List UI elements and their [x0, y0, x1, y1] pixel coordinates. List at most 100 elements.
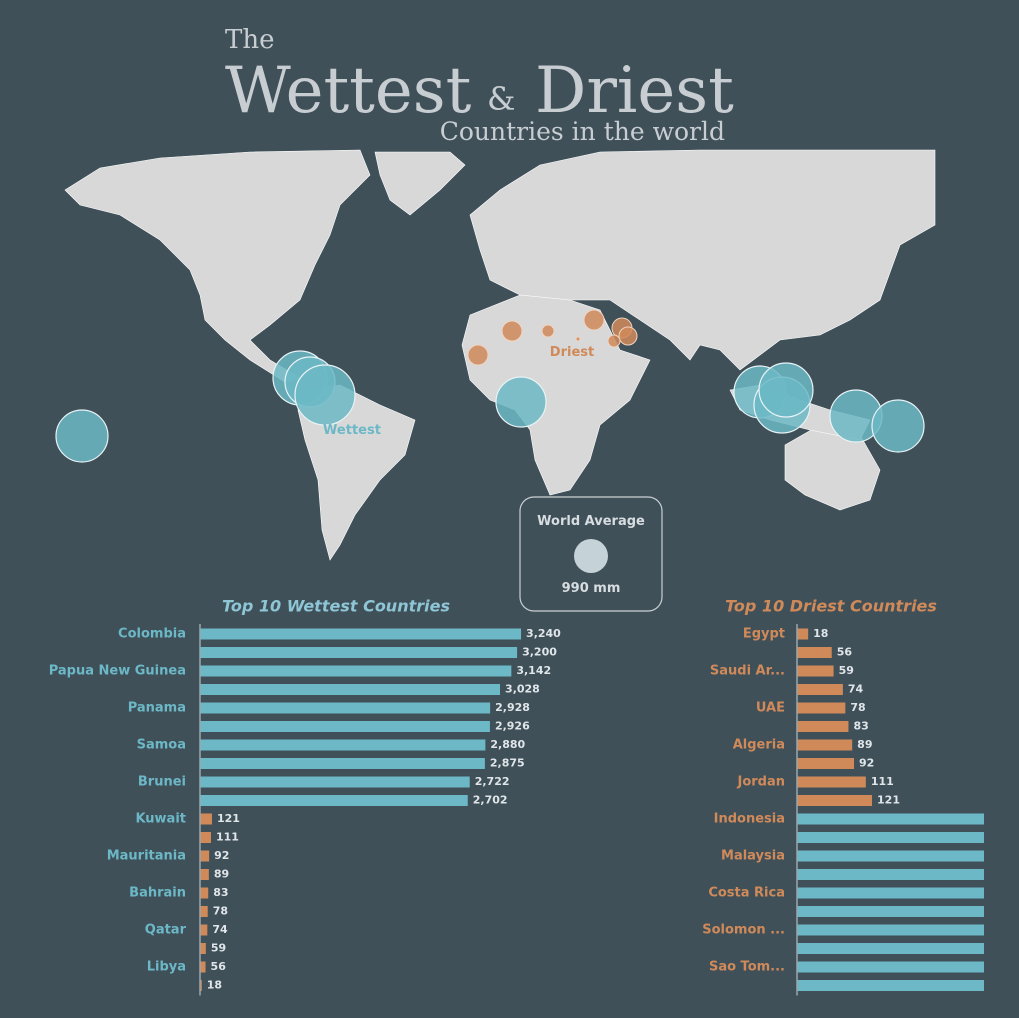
bar [797, 924, 984, 936]
bar [797, 961, 984, 973]
bar [797, 869, 984, 880]
category-label: Egypt [743, 627, 785, 642]
bar [200, 850, 210, 862]
bubble [575, 336, 581, 342]
bar [797, 795, 873, 806]
bar [200, 739, 486, 751]
value-label: 3,240 [526, 627, 561, 640]
category-label: Papua New Guinea [49, 664, 186, 679]
category-label: Qatar [145, 923, 187, 938]
bar [200, 776, 470, 788]
bar [200, 924, 208, 936]
category-label: Algeria [733, 738, 785, 753]
category-label: Mauritania [107, 849, 186, 864]
value-label: 89 [857, 738, 872, 751]
value-label: 89 [214, 868, 229, 881]
bar [797, 943, 984, 954]
category-label: Panama [128, 701, 186, 716]
bar [200, 832, 211, 843]
category-label: Saudi Ar... [710, 664, 785, 679]
bubble [871, 399, 925, 453]
bar [200, 758, 485, 769]
bar [200, 702, 491, 714]
value-label: 74 [212, 923, 228, 936]
value-label: 3,028 [505, 683, 540, 696]
value-label: 74 [848, 683, 864, 696]
bar [797, 721, 849, 732]
category-label: Malaysia [721, 849, 785, 864]
value-label: 2,928 [495, 701, 530, 714]
bar [797, 776, 866, 788]
bar [797, 702, 846, 714]
bar [200, 665, 512, 677]
legend-title: World Average [537, 514, 645, 529]
wettest-label: Wettest [323, 423, 381, 438]
value-label: 2,702 [473, 794, 508, 807]
value-label: 2,875 [490, 757, 525, 770]
value-label: 59 [211, 942, 226, 955]
bubble [501, 320, 523, 342]
value-label: 111 [216, 831, 239, 844]
value-label: 111 [871, 775, 894, 788]
bar [200, 647, 518, 658]
bubble [294, 364, 356, 426]
bubble [467, 344, 489, 366]
bar [200, 795, 468, 806]
chart-title: Top 10 Driest Countries [725, 597, 937, 616]
value-label: 78 [213, 905, 228, 918]
legend-box [519, 496, 663, 612]
bar [200, 721, 490, 732]
bar [797, 684, 843, 695]
category-label: Indonesia [714, 812, 785, 827]
bar [797, 647, 832, 658]
bar [200, 943, 206, 954]
chart-title: Top 10 Wettest Countries [222, 597, 450, 616]
value-label: 2,722 [475, 775, 510, 788]
value-label: 121 [217, 812, 240, 825]
value-label: 92 [214, 849, 229, 862]
bar [797, 832, 984, 843]
bubble [618, 326, 638, 346]
bar [797, 813, 984, 825]
category-label: Samoa [137, 738, 186, 753]
title-wettest: Wettest [225, 54, 472, 128]
bars [797, 628, 984, 991]
category-label: Bahrain [129, 886, 186, 901]
category-label: Jordan [736, 775, 785, 790]
category-label: Sao Tom... [709, 960, 785, 975]
bubble [583, 309, 605, 331]
title-driest: Driest [535, 54, 734, 128]
category-label: Kuwait [135, 812, 186, 827]
bubble [495, 376, 547, 428]
category-label: Solomon ... [702, 923, 785, 938]
bar [797, 665, 834, 677]
bar [200, 628, 522, 640]
category-label: Colombia [118, 627, 186, 642]
value-label: 3,142 [516, 664, 551, 677]
title-the: The [225, 25, 274, 55]
value-label: 2,926 [495, 720, 530, 733]
subtitle: Countries in the world [440, 117, 725, 146]
value-label: 59 [839, 664, 854, 677]
bars [200, 628, 522, 991]
category-label: Libya [147, 960, 186, 975]
value-label: 121 [877, 794, 900, 807]
value-label: 78 [850, 701, 865, 714]
value-label: 2,880 [490, 738, 525, 751]
bar [797, 850, 984, 862]
bar [797, 628, 809, 640]
value-label: 3,200 [522, 646, 557, 659]
bar [200, 961, 206, 973]
title-amp: & [487, 80, 515, 118]
value-label: 92 [859, 757, 874, 770]
bar [200, 980, 202, 991]
driest-label: Driest [550, 345, 594, 360]
bar [797, 739, 853, 751]
map-bubbles [55, 309, 925, 463]
legend-bubble [574, 539, 608, 573]
value-label: 56 [211, 960, 227, 973]
bubble [55, 409, 109, 463]
category-label: Costa Rica [708, 886, 785, 901]
legend-value: 990 mm [562, 581, 621, 596]
